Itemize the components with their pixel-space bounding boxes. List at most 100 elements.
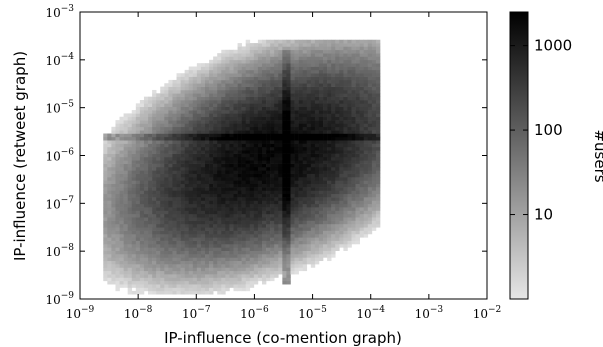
heatmap-cell (209, 150, 214, 154)
heatmap-cell (103, 230, 108, 235)
heatmap-cell (131, 187, 137, 191)
heatmap-cell (347, 207, 352, 211)
heatmap-cell (196, 177, 202, 181)
heatmap-cell (143, 96, 149, 101)
heatmap-cell (184, 120, 190, 124)
heatmap-cell (127, 193, 133, 198)
heatmap-cell (306, 110, 312, 114)
heatmap-cell (327, 183, 332, 188)
heatmap-cell (286, 210, 291, 215)
heatmap-cell (306, 207, 312, 211)
heatmap-cell (123, 247, 128, 251)
heatmap-cell (111, 274, 116, 278)
heatmap-cell (270, 233, 275, 238)
heatmap-cell (339, 163, 344, 168)
heatmap-cell (225, 217, 230, 221)
heatmap-cell (131, 113, 137, 118)
heatmap-cell (355, 110, 360, 114)
heatmap-cell (229, 170, 234, 174)
heatmap-cell (237, 190, 242, 195)
heatmap-cell (180, 123, 185, 128)
heatmap-cell (351, 203, 356, 208)
heatmap-cell (111, 213, 116, 218)
heatmap-cell (278, 210, 283, 215)
heatmap-cell (318, 140, 324, 144)
heatmap-cell (200, 183, 206, 188)
heatmap-cell (306, 113, 312, 118)
heatmap-cell (233, 166, 238, 171)
heatmap-cell (314, 180, 320, 185)
heatmap-cell (233, 153, 238, 158)
heatmap-cell (115, 203, 120, 208)
heatmap-cell (294, 113, 299, 118)
heatmap-cell (331, 210, 336, 215)
heatmap-cell (323, 197, 328, 201)
heatmap-cell (168, 153, 173, 158)
heatmap-cell (217, 56, 222, 61)
heatmap-cell (143, 257, 149, 262)
heatmap-cell (225, 237, 230, 241)
heatmap-cell (257, 227, 263, 231)
heatmap-cell (359, 56, 365, 61)
heatmap-cell (266, 150, 271, 154)
heatmap-cell (168, 86, 173, 91)
heatmap-cell (172, 89, 177, 94)
heatmap-cell (327, 46, 332, 51)
heatmap-cell (148, 240, 153, 245)
heatmap-cell (103, 177, 108, 181)
heatmap-cell (363, 120, 369, 124)
heatmap-cell (294, 213, 299, 218)
heatmap-cell (278, 203, 283, 208)
heatmap-cell (343, 76, 348, 81)
heatmap-cell (237, 49, 242, 54)
heatmap-cell (139, 233, 145, 238)
heatmap-cell (363, 93, 369, 97)
heatmap-cell (282, 160, 287, 164)
heatmap-cell (176, 96, 181, 101)
heatmap-cell (261, 93, 267, 97)
heatmap-cell (143, 247, 149, 251)
heatmap-cell (196, 230, 202, 235)
heatmap-cell (115, 177, 120, 181)
heatmap-cell (335, 166, 340, 171)
heatmap-cell (274, 123, 279, 128)
heatmap-cell (217, 113, 222, 118)
heatmap-cell (196, 150, 202, 154)
heatmap-cell (221, 187, 226, 191)
heatmap-cell (196, 156, 202, 161)
colorbar-tick-label: 100 (534, 121, 563, 139)
heatmap-cell (331, 39, 336, 44)
heatmap-cell (253, 56, 259, 61)
heatmap-cell (314, 190, 320, 195)
x-tick-label: 10−6 (240, 305, 269, 321)
heatmap-cell (213, 126, 218, 131)
heatmap-cell (152, 89, 157, 94)
heatmap-cell (188, 76, 194, 81)
heatmap-cell (103, 180, 108, 185)
heatmap-cell (119, 274, 124, 278)
heatmap-cell (115, 257, 120, 262)
heatmap-cell (205, 143, 210, 148)
heatmap-cell (270, 203, 275, 208)
heatmap-cell (327, 170, 332, 174)
heatmap-cell (131, 163, 137, 168)
heatmap-cell (257, 267, 263, 272)
heatmap-cell (278, 106, 283, 111)
heatmap-cell (249, 260, 255, 265)
heatmap-cell (221, 193, 226, 198)
heatmap-cell (278, 46, 283, 51)
heatmap-cell (143, 146, 149, 151)
heatmap-cell (180, 156, 185, 161)
heatmap-cell (188, 190, 194, 195)
heatmap-cell (355, 200, 360, 205)
heatmap-cell (257, 223, 263, 228)
heatmap-cell (274, 69, 279, 74)
heatmap-cell (164, 136, 169, 141)
heatmap-cell (237, 120, 242, 124)
heatmap-cell (152, 207, 157, 211)
heatmap-cell (327, 76, 332, 81)
heatmap-cell (135, 280, 141, 285)
heatmap-cell (188, 143, 194, 148)
heatmap-cell (205, 133, 210, 138)
heatmap-cell (270, 66, 275, 71)
